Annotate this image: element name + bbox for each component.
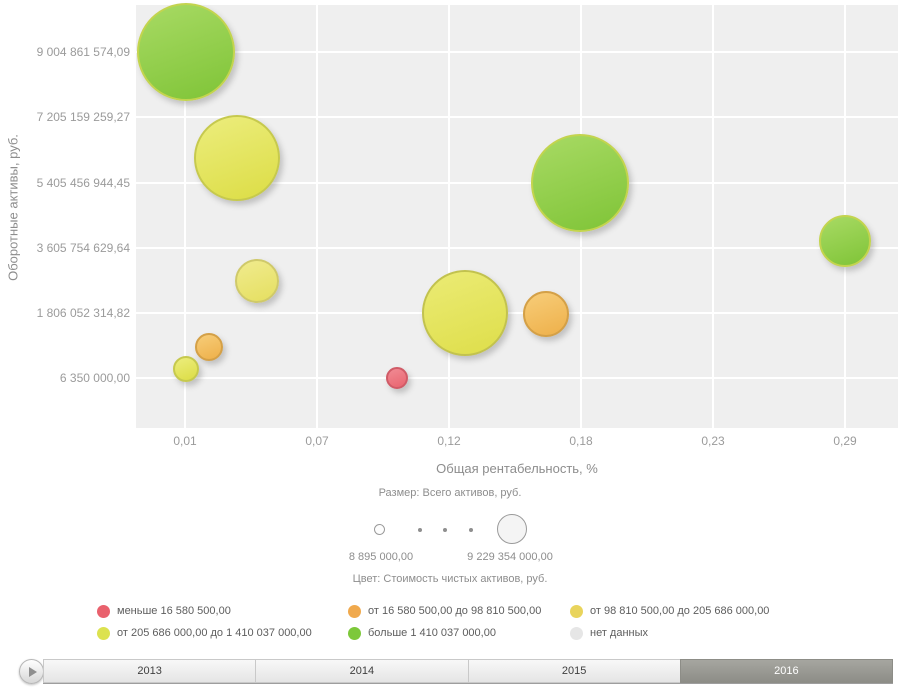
gridline-vertical: [448, 5, 450, 428]
gridline-horizontal: [136, 116, 898, 118]
color-legend-item[interactable]: нет данных: [570, 626, 648, 640]
x-tick-label: 0,01: [173, 434, 197, 448]
color-legend-item[interactable]: от 16 580 500,00 до 98 810 500,00: [348, 604, 541, 618]
timeline-year-2016[interactable]: 2016: [679, 659, 893, 683]
color-legend-item[interactable]: от 205 686 000,00 до 1 410 037 000,00: [97, 626, 312, 640]
size-legend-max-circle-icon: [497, 514, 527, 544]
timeline-year-2013[interactable]: 2013: [43, 659, 256, 683]
x-tick-label: 0,12: [437, 434, 461, 448]
bubble[interactable]: [194, 115, 280, 201]
bubble[interactable]: [386, 367, 408, 389]
y-tick-label: 9 004 861 574,09: [36, 45, 130, 59]
timeline-year-2014[interactable]: 2014: [255, 659, 468, 683]
color-legend-label: нет данных: [590, 627, 649, 639]
color-legend-dot-icon: [570, 626, 583, 640]
y-tick-label: 1 806 052 314,82: [36, 306, 130, 320]
plot-area: [136, 5, 898, 428]
play-button[interactable]: [19, 659, 44, 684]
y-tick-label: 5 405 456 944,45: [36, 176, 130, 190]
color-legend-label: меньше 16 580 500,00: [117, 605, 231, 617]
color-legend-dot-icon: [570, 604, 583, 618]
color-legend-label: от 16 580 500,00 до 98 810 500,00: [368, 605, 542, 617]
size-legend-min-value: 8 895 000,00: [348, 551, 414, 563]
gridline-vertical: [184, 5, 186, 428]
gridline-vertical: [316, 5, 318, 428]
size-legend-min-circle-icon: [374, 524, 385, 535]
x-tick-label: 0,23: [701, 434, 725, 448]
gridline-horizontal: [136, 377, 898, 379]
bubble[interactable]: [137, 3, 235, 101]
x-tick-label: 0,29: [833, 434, 857, 448]
gridline-horizontal: [136, 312, 898, 314]
size-legend-caption: Размер: Всего активов, руб.: [378, 487, 522, 499]
bubble[interactable]: [235, 259, 279, 303]
color-legend-item[interactable]: больше 1 410 037 000,00: [348, 626, 496, 640]
color-legend-label: больше 1 410 037 000,00: [368, 627, 496, 639]
size-legend-dot-icon: [418, 528, 422, 532]
size-legend-dot-icon: [443, 528, 447, 532]
x-tick-label: 0,18: [569, 434, 593, 448]
bubble[interactable]: [195, 333, 223, 361]
size-legend-dot-icon: [469, 528, 473, 532]
y-tick-label: 3 605 754 629,64: [36, 241, 130, 255]
color-legend-item[interactable]: от 98 810 500,00 до 205 686 000,00: [570, 604, 769, 618]
color-legend-label: от 98 810 500,00 до 205 686 000,00: [590, 605, 770, 617]
color-legend-caption: Цвет: Стоимость чистых активов, руб.: [352, 573, 548, 585]
color-legend-dot-icon: [97, 604, 110, 618]
gridline-horizontal: [136, 182, 898, 184]
play-icon: [29, 666, 37, 677]
color-legend-label: от 205 686 000,00 до 1 410 037 000,00: [117, 627, 312, 639]
gridline-vertical: [712, 5, 714, 428]
x-axis-title: Общая рентабельность, %: [436, 461, 598, 476]
y-tick-label: 6 350 000,00: [59, 371, 130, 385]
color-legend-dot-icon: [348, 626, 361, 640]
x-tick-label: 0,07: [305, 434, 329, 448]
bubble[interactable]: [523, 291, 569, 337]
timeline: 2013 2014 2015 2016: [43, 659, 893, 684]
bubble[interactable]: [819, 215, 871, 267]
size-legend-max-value: 9 229 354 000,00: [467, 551, 553, 563]
color-legend-dot-icon: [97, 626, 110, 640]
y-tick-label: 7 205 159 259,27: [36, 110, 130, 124]
color-legend-dot-icon: [348, 604, 361, 618]
bubble[interactable]: [531, 134, 629, 232]
bubble[interactable]: [422, 270, 508, 356]
timeline-year-2015[interactable]: 2015: [467, 659, 680, 683]
color-legend-item[interactable]: меньше 16 580 500,00: [97, 604, 231, 618]
bubble[interactable]: [173, 356, 199, 382]
gridline-horizontal: [136, 51, 898, 53]
gridline-horizontal: [136, 247, 898, 249]
